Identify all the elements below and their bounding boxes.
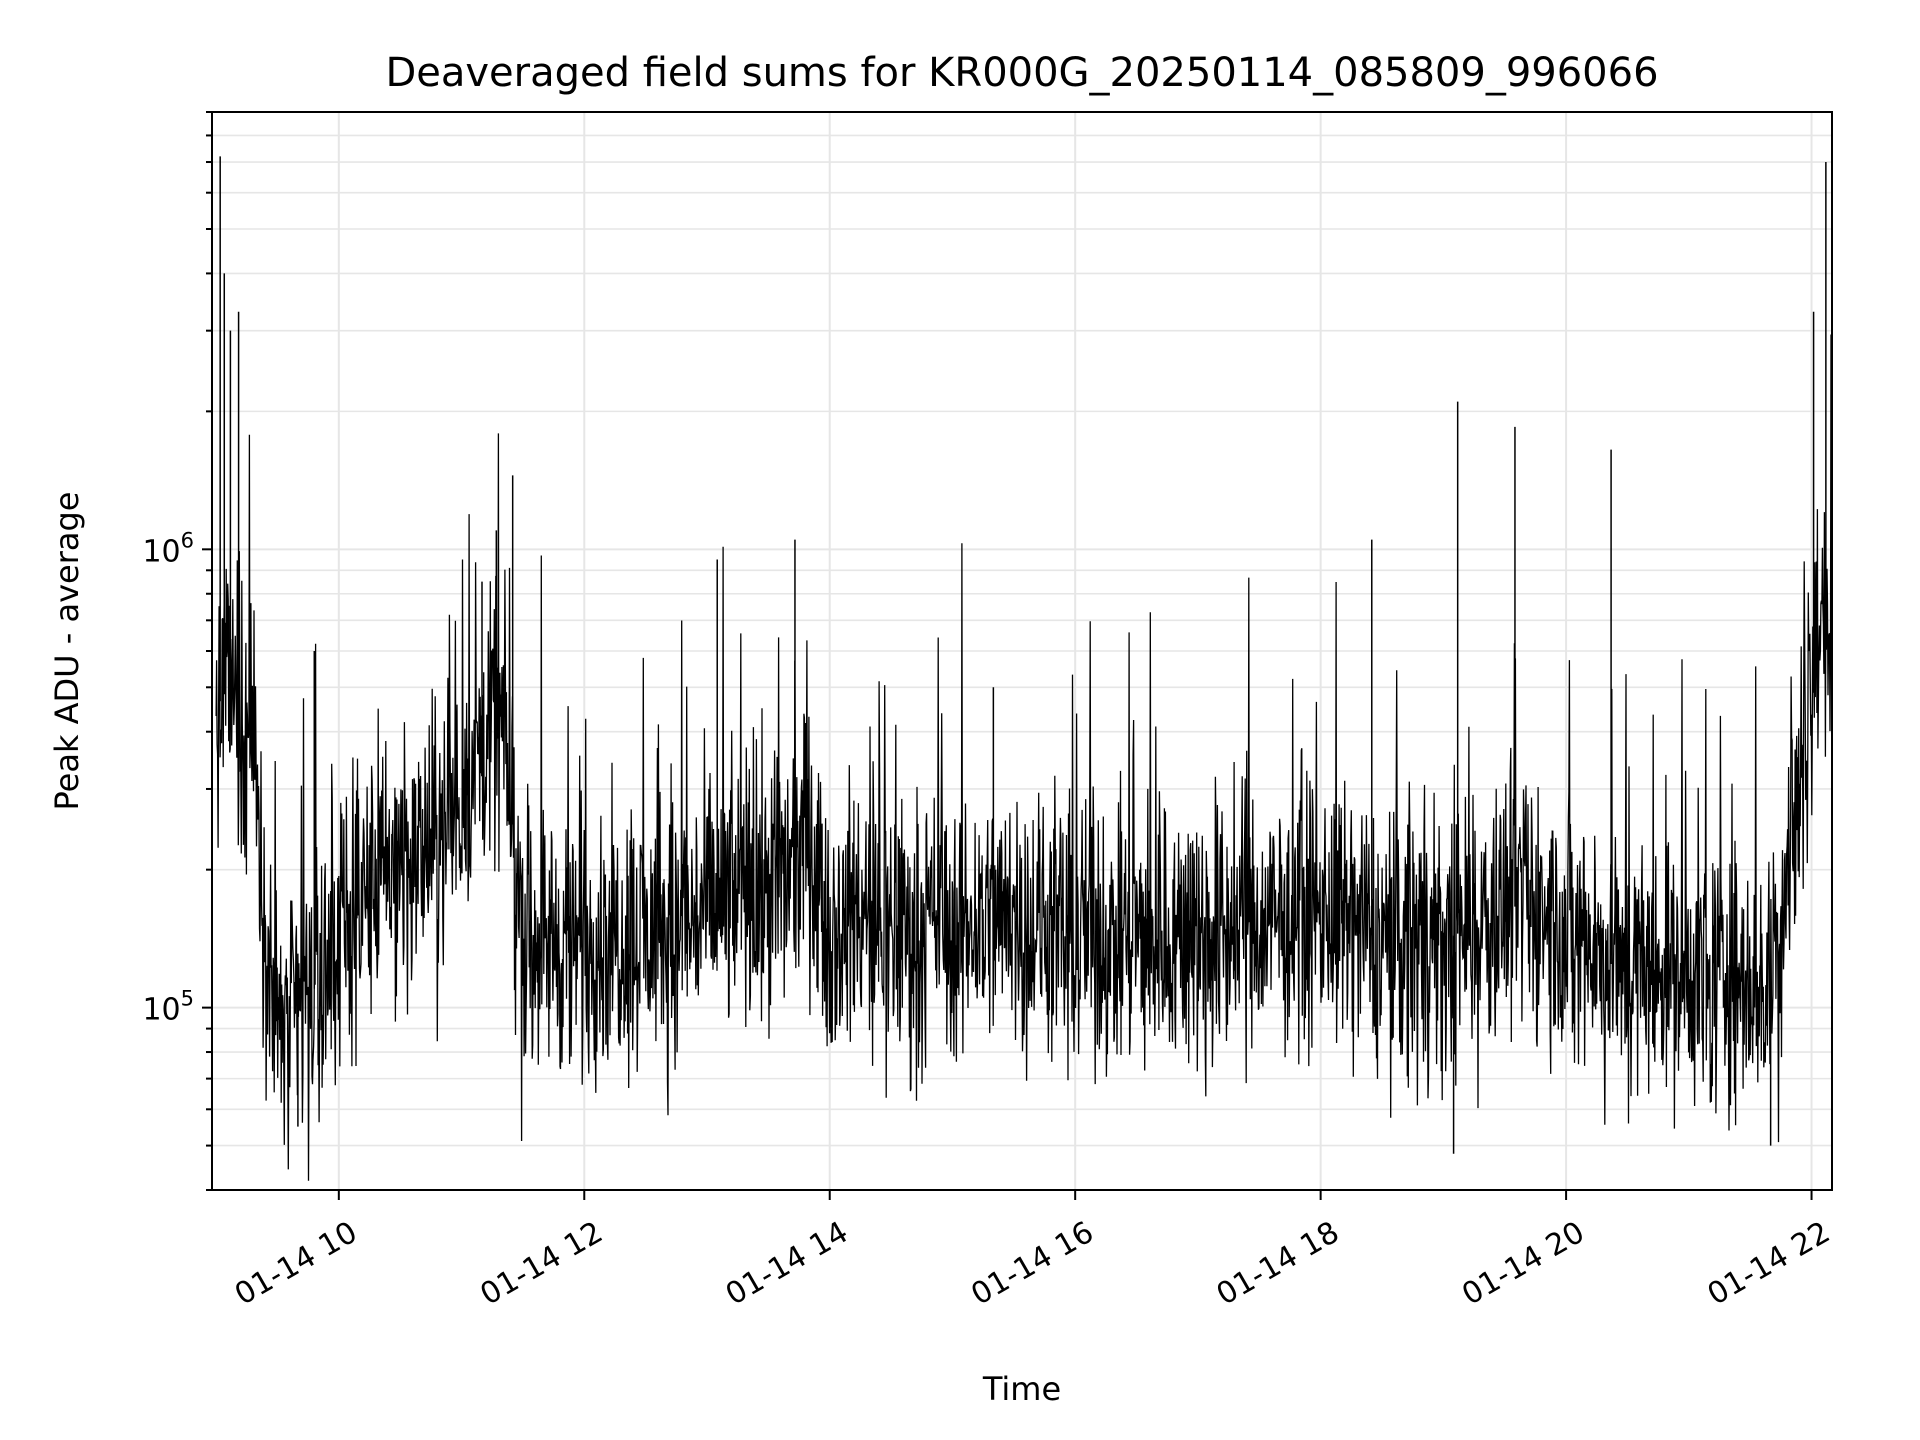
- y-axis: 105 106: [142, 111, 212, 1191]
- series: [215, 156, 1833, 1181]
- y-tick-label: 106: [142, 528, 194, 569]
- y-axis-title: Peak ADU - average: [48, 492, 86, 811]
- series-line: [215, 334, 1833, 1181]
- x-axis-title: Time: [982, 1370, 1061, 1408]
- y-tick-label: 105: [142, 987, 194, 1028]
- chart-title: Deaveraged field sums for KR000G_2025011…: [385, 50, 1658, 96]
